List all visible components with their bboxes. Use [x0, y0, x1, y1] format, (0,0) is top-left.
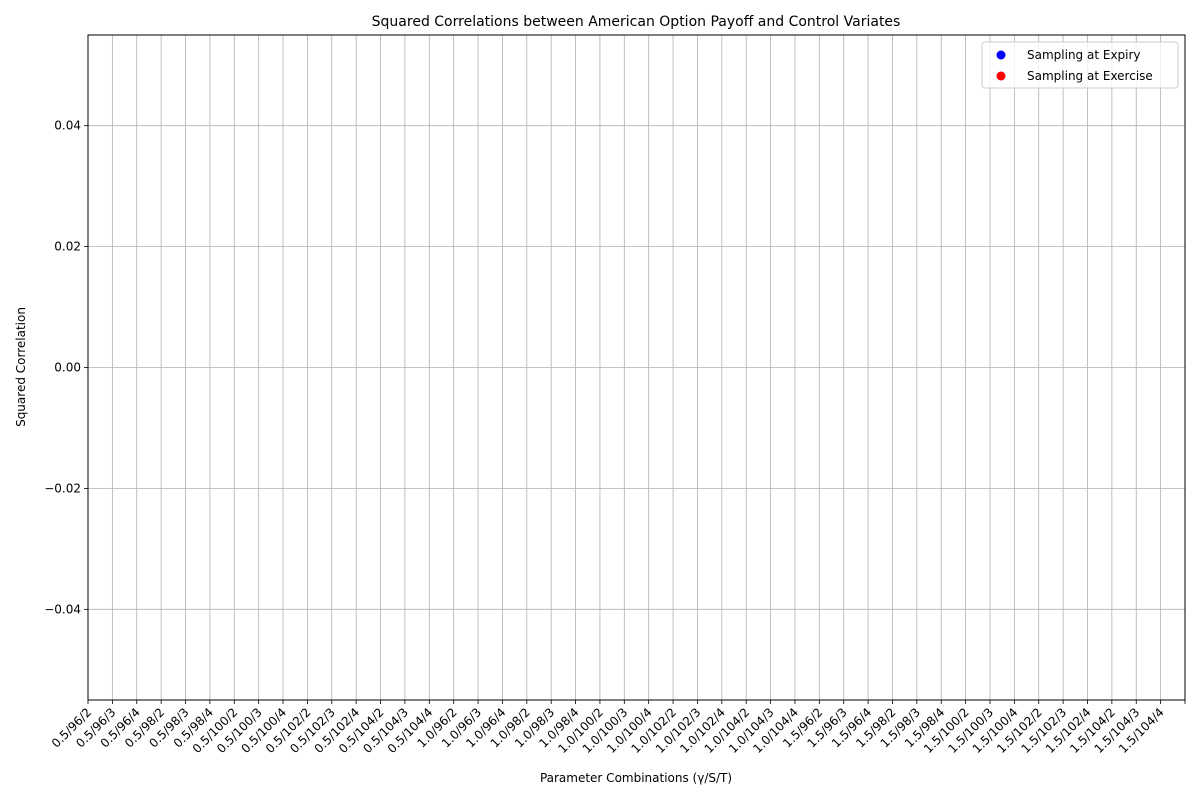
- legend-label-sampling-at-exercise: Sampling at Exercise: [1027, 69, 1153, 83]
- y-tick-label: −0.02: [44, 481, 81, 495]
- y-tick-label: 0.02: [54, 240, 81, 254]
- legend-box: [981, 41, 1179, 89]
- grid-layer: [87, 35, 1186, 700]
- chart-title: Squared Correlations between American Op…: [372, 14, 901, 30]
- ticks-layer: 0.5/96/20.5/96/30.5/96/40.5/98/20.5/98/3…: [44, 119, 1186, 756]
- x-axis-label: Parameter Combinations (γ/S/T): [540, 771, 732, 785]
- y-tick-label: 0.00: [54, 361, 81, 375]
- y-tick-label: −0.04: [44, 602, 81, 616]
- legend-label-sampling-at-expiry: Sampling at Expiry: [1027, 48, 1141, 62]
- legend: Sampling at Expiry Sampling at Exercise: [981, 41, 1179, 89]
- legend-marker-sampling-at-expiry: [996, 50, 1006, 60]
- legend-marker-sampling-at-exercise: [996, 71, 1006, 81]
- y-tick-label: 0.04: [54, 119, 81, 133]
- y-axis-label: Squared Correlation: [14, 307, 28, 427]
